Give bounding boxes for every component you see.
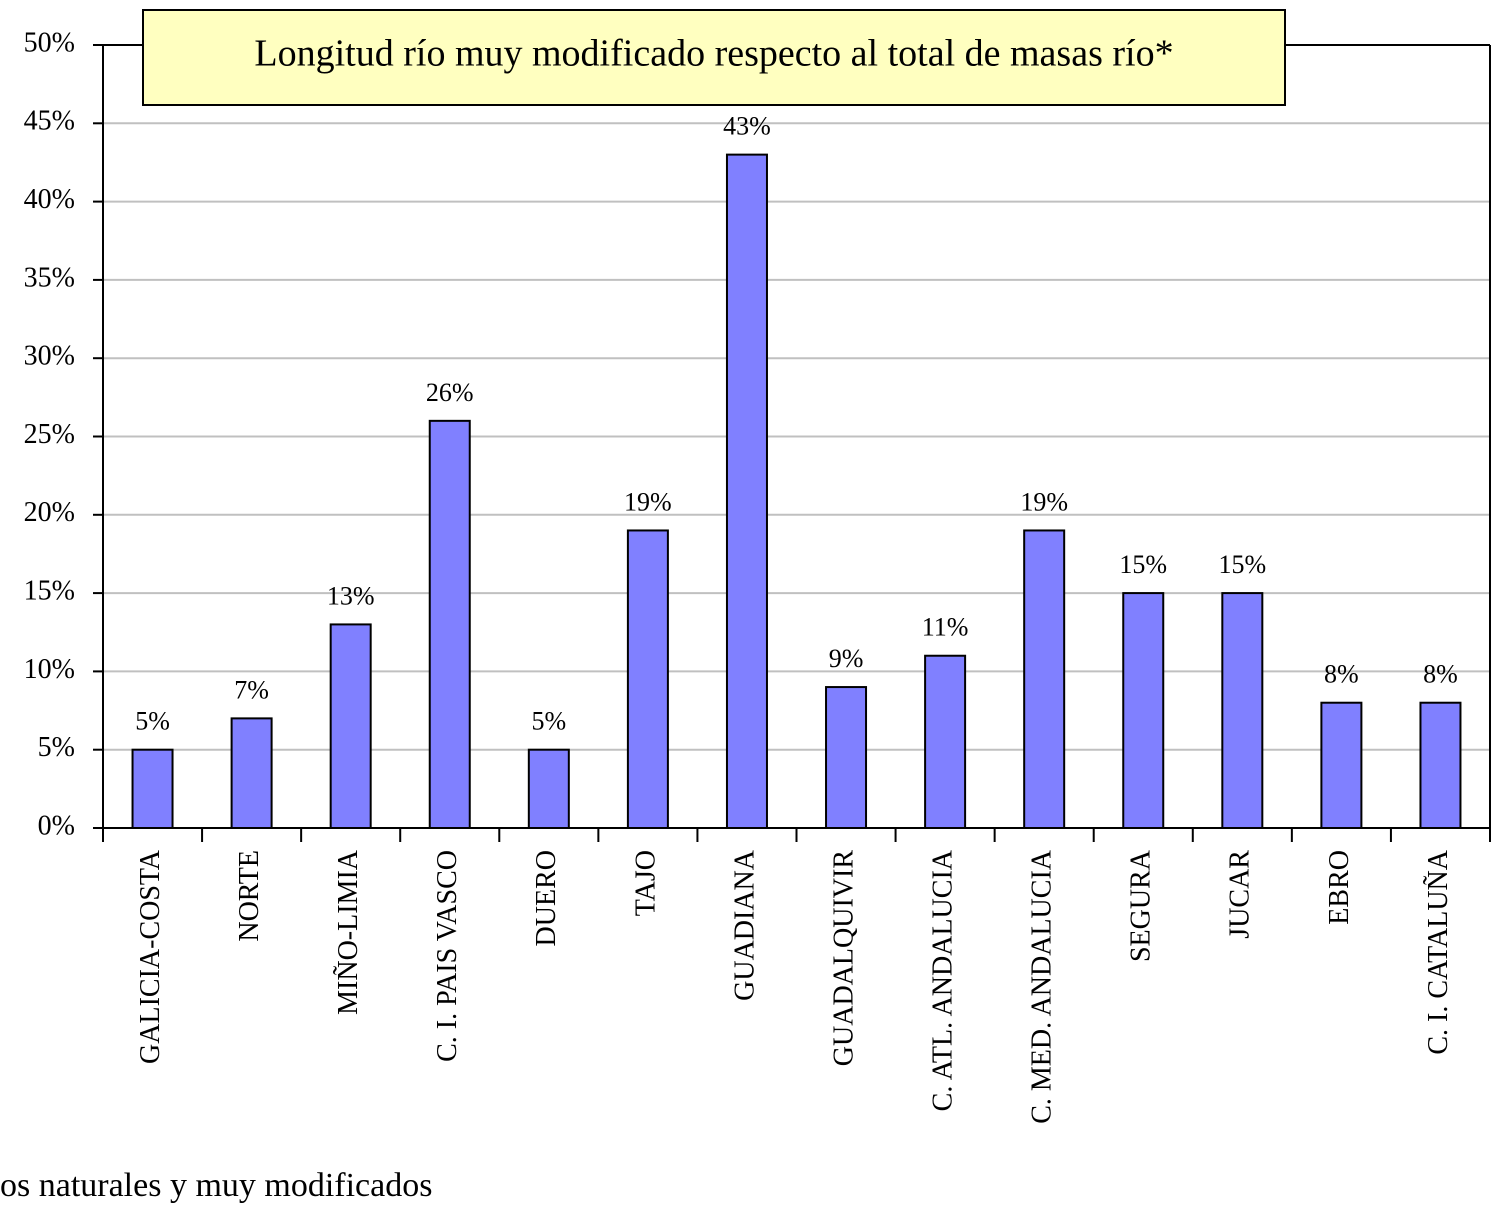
value-label: 15% (1119, 550, 1167, 579)
bar (329, 623, 372, 829)
bar (428, 419, 471, 829)
bar (1023, 529, 1066, 830)
chart-title: Longitud río muy modificado respecto al … (254, 33, 1173, 75)
x-tick-label: C. ATL. ANDALUCIA (928, 849, 959, 1111)
footnote: os naturales y muy modificados (0, 1167, 432, 1204)
x-tick-label: C. I. CATALUÑA (1423, 849, 1454, 1054)
value-label: 11% (922, 613, 969, 642)
value-label: 9% (829, 644, 864, 673)
value-label: 8% (1324, 660, 1359, 689)
y-tick-label: 10% (24, 654, 75, 685)
x-tick-label: JUCAR (1225, 850, 1256, 939)
x-tick-label: C. I. PAIS VASCO (432, 850, 463, 1062)
y-tick-label: 35% (24, 262, 75, 293)
y-tick-label: 50% (24, 27, 75, 58)
bar (725, 153, 768, 829)
value-label: 43% (723, 112, 771, 141)
y-tick-label: 15% (24, 576, 75, 607)
value-label: 19% (1020, 487, 1068, 516)
bar (230, 717, 273, 830)
bar (527, 748, 570, 830)
x-tick-label: GUADIANA (729, 849, 760, 1001)
value-label: 15% (1218, 550, 1266, 579)
bar (825, 686, 868, 829)
y-tick-label: 45% (24, 106, 75, 137)
x-tick-label: C. MED. ANDALUCIA (1027, 849, 1058, 1124)
bar (1320, 701, 1363, 829)
value-label: 19% (624, 487, 672, 516)
x-tick-label: NORTE (234, 850, 265, 942)
x-tick-label: GUADALQUIVIR (828, 850, 859, 1067)
x-tick-label: MIÑO-LIMIA (333, 849, 364, 1015)
x-tick-label: DUERO (531, 850, 562, 946)
y-tick-label: 20% (24, 497, 75, 528)
y-tick-label: 25% (24, 419, 75, 450)
bar (131, 748, 174, 830)
value-label: 13% (327, 581, 375, 610)
value-label: 8% (1423, 660, 1458, 689)
x-tick-label: EBRO (1324, 850, 1355, 925)
title-box (142, 9, 1286, 106)
value-label: 7% (234, 675, 269, 704)
value-label: 26% (426, 378, 474, 407)
value-label: 5% (135, 707, 170, 736)
bar (626, 529, 669, 830)
x-tick-label: GALICIA-COSTA (135, 849, 166, 1064)
y-tick-label: 40% (24, 184, 75, 215)
bar (1221, 592, 1264, 829)
x-tick-label: SEGURA (1126, 849, 1157, 962)
bar (924, 654, 967, 829)
bar (1122, 592, 1165, 829)
y-tick-label: 5% (38, 732, 75, 763)
y-tick-label: 30% (24, 341, 75, 372)
value-label: 5% (531, 707, 566, 736)
bar (1419, 701, 1462, 829)
y-tick-label: 0% (38, 810, 75, 841)
x-tick-label: TAJO (630, 850, 661, 916)
